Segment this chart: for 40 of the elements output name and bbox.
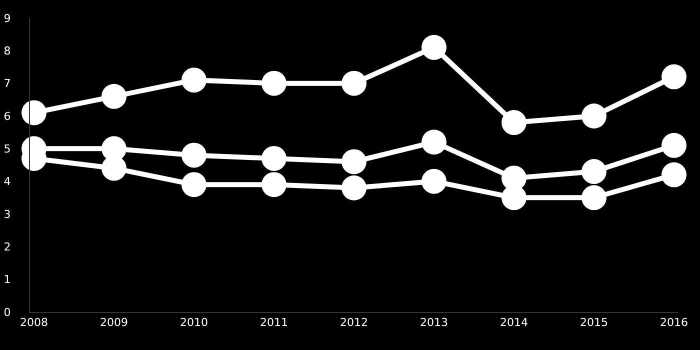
- point: [422, 168, 446, 194]
- point: [182, 172, 206, 198]
- point: [262, 146, 286, 171]
- x-tick-label: 2012: [340, 316, 368, 330]
- point: [582, 104, 606, 128]
- x-tick-label: 2014: [500, 316, 528, 330]
- y-tick-label: 0: [4, 306, 11, 319]
- y-tick-label: 3: [4, 208, 11, 221]
- x-tick-label: 2016: [660, 316, 688, 330]
- point: [342, 149, 366, 174]
- point: [342, 175, 366, 200]
- point: [102, 84, 126, 109]
- point: [662, 64, 686, 90]
- x-tick-label: 2011: [260, 316, 288, 330]
- point: [422, 34, 446, 60]
- x-tick-label: 2015: [580, 316, 608, 330]
- y-tick-label: 4: [4, 175, 11, 188]
- point: [422, 130, 446, 155]
- x-tick-label: 2008: [20, 316, 48, 330]
- y-tick-label: 1: [4, 273, 11, 286]
- point: [182, 68, 206, 93]
- y-tick-label: 6: [4, 110, 11, 123]
- point: [582, 185, 606, 210]
- y-tick-label: 2: [4, 240, 11, 254]
- point: [502, 110, 526, 136]
- point: [22, 100, 46, 126]
- x-tick-label: 2013: [420, 316, 448, 330]
- point: [262, 172, 286, 198]
- x-tick-label: 2009: [100, 316, 128, 330]
- y-tick-label: 5: [4, 142, 11, 156]
- point: [662, 162, 686, 188]
- y-tick-label: 8: [4, 44, 11, 58]
- point: [582, 159, 606, 184]
- point: [182, 142, 206, 168]
- y-tick-label: 7: [4, 77, 11, 90]
- point: [262, 70, 286, 96]
- x-tick-label: 2010: [180, 316, 208, 330]
- point: [342, 70, 366, 96]
- y-tick-label: 9: [4, 12, 11, 25]
- point: [662, 132, 686, 158]
